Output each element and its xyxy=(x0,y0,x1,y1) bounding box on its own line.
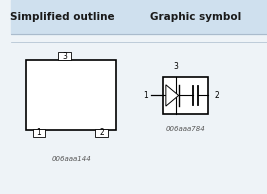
Text: Simplified outline: Simplified outline xyxy=(10,12,115,22)
Bar xyxy=(58,52,70,60)
Bar xyxy=(11,0,267,34)
Text: 006aaa144: 006aaa144 xyxy=(51,156,91,162)
Bar xyxy=(95,129,108,137)
Text: 2: 2 xyxy=(214,91,219,100)
Polygon shape xyxy=(166,85,179,106)
Text: Graphic symbol: Graphic symbol xyxy=(150,12,241,22)
Text: 3: 3 xyxy=(173,62,178,71)
Bar xyxy=(33,129,45,137)
Text: 1: 1 xyxy=(143,91,148,100)
Text: 006aaa784: 006aaa784 xyxy=(166,126,206,132)
Text: 3: 3 xyxy=(62,52,67,61)
Bar xyxy=(26,60,116,130)
Text: 2: 2 xyxy=(99,128,104,137)
Text: 1: 1 xyxy=(37,128,41,137)
Bar xyxy=(163,77,208,114)
